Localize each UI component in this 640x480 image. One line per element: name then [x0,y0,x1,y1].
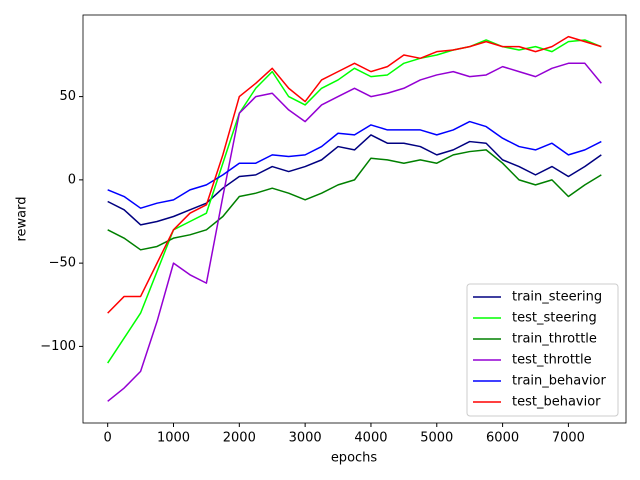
x-tick-label: 5000 [420,431,453,446]
x-tick-label: 3000 [289,431,322,446]
series-line [107,134,602,226]
y-tick-label: 50 [59,89,76,104]
legend-label: train_steering [512,290,602,305]
y-tick-label: −100 [40,339,76,354]
x-tick-label: 6000 [486,431,519,446]
series-line [107,35,602,314]
legend-label: test_throttle [512,353,592,368]
y-tick-label: −50 [49,256,76,271]
legend-label: test_steering [512,311,597,326]
series-line [107,62,602,402]
series-line [107,120,602,209]
y-tick-label: 0 [68,172,76,187]
x-axis-label: epochs [331,451,378,466]
legend-label: test_behavior [512,395,601,410]
x-tick-label: 2000 [223,431,256,446]
y-axis-label: reward [15,196,30,241]
x-tick-label: 4000 [354,431,387,446]
x-tick-label: 0 [104,431,112,446]
legend-label: train_behavior [512,374,606,389]
x-tick-label: 1000 [157,431,190,446]
legend-box [466,283,619,417]
series-line [107,39,602,364]
plot-frame [82,14,627,424]
series-line [107,149,602,251]
x-tick-label: 7000 [552,431,585,446]
legend-label: train_throttle [512,332,597,347]
